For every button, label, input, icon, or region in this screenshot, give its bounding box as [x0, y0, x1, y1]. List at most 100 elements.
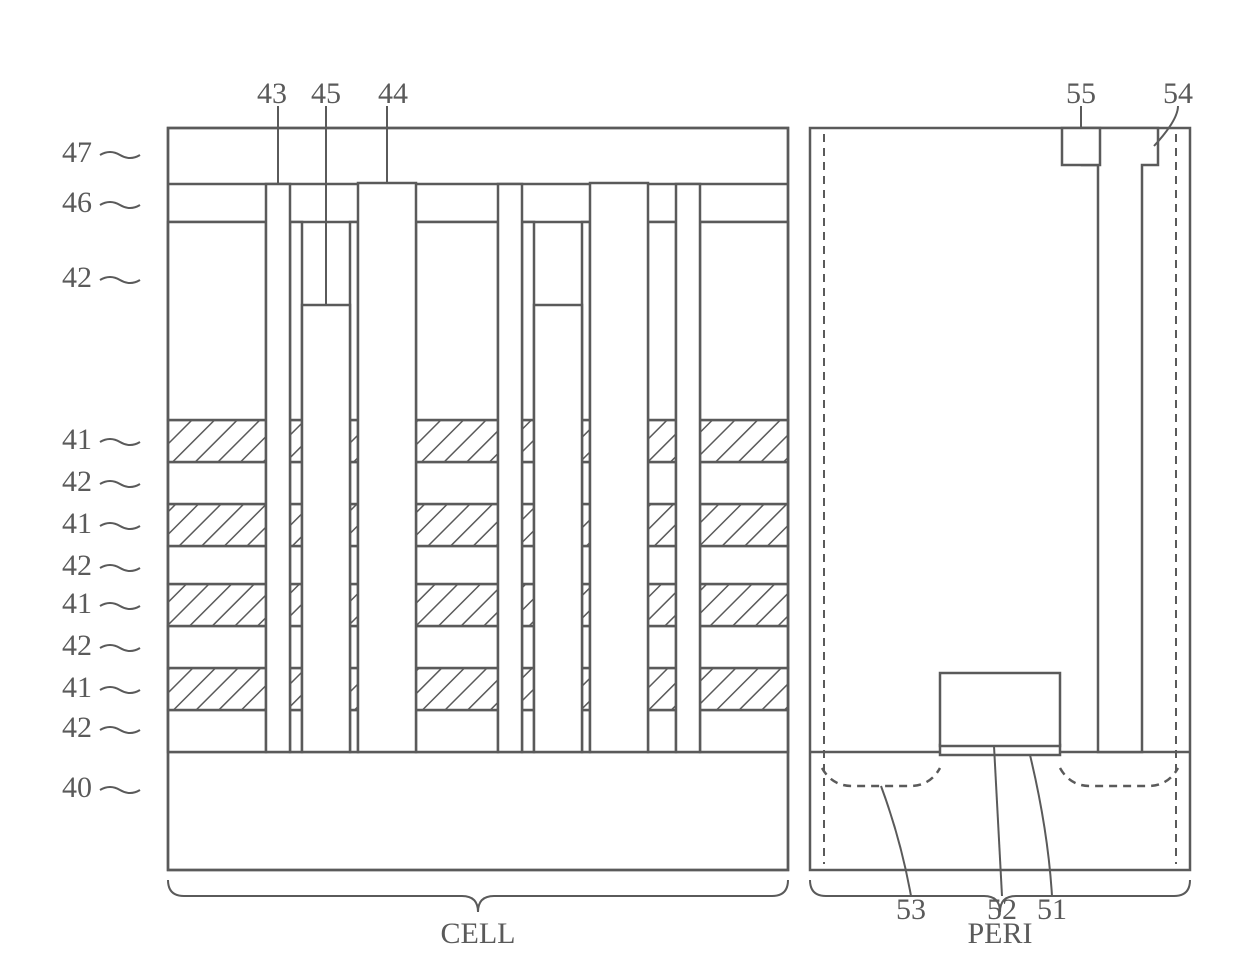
leader: [100, 727, 140, 733]
layer-41: [522, 420, 534, 462]
layer-42: [416, 462, 498, 504]
layer-42: [416, 710, 498, 752]
layer-42top: [522, 222, 534, 420]
label-42: 42: [62, 711, 92, 744]
leader: [100, 687, 140, 693]
layer-41: [290, 584, 302, 626]
layer-42: [700, 462, 788, 504]
layer-42: [648, 546, 676, 584]
layer-41: [290, 668, 302, 710]
label-46: 46: [62, 186, 92, 219]
leader: [100, 565, 140, 571]
label-51: 51: [1037, 893, 1067, 926]
layer-42: [168, 546, 266, 584]
layer-42: [648, 710, 676, 752]
gate-52: [940, 673, 1060, 746]
layer-41: [648, 668, 676, 710]
layer-41: [522, 668, 534, 710]
layer-41: [700, 584, 788, 626]
layer-42top: [648, 222, 676, 420]
pillar-44: [590, 183, 648, 752]
layer-41: [290, 504, 302, 546]
layer-42top: [290, 222, 302, 420]
layer-41: [168, 584, 266, 626]
label-40: 40: [62, 771, 92, 804]
label-53: 53: [896, 893, 926, 926]
layer-42top: [700, 222, 788, 420]
layer-42: [522, 462, 534, 504]
layer-41: [522, 584, 534, 626]
layer-41: [290, 420, 302, 462]
pillar-44: [358, 183, 416, 752]
layer-41: [416, 504, 498, 546]
pillar-43: [498, 184, 522, 752]
via-55: [1062, 128, 1100, 165]
label-44: 44: [378, 77, 408, 110]
label-45: 45: [311, 77, 341, 110]
leader: [100, 481, 140, 487]
layer-42: [168, 462, 266, 504]
layer-42top: [168, 222, 266, 420]
layer-42: [522, 626, 534, 668]
label-54: 54: [1163, 77, 1193, 110]
layer-41: [416, 420, 498, 462]
junction-53: [822, 768, 940, 786]
label-42: 42: [62, 465, 92, 498]
label-47: 47: [62, 136, 92, 169]
leader: [100, 152, 140, 158]
layer-41: [648, 504, 676, 546]
layer-41: [648, 420, 676, 462]
layer-42: [168, 710, 266, 752]
label-41: 41: [62, 671, 92, 704]
layer-41: [168, 668, 266, 710]
leader: [100, 523, 140, 529]
label-43: 43: [257, 77, 287, 110]
label-42: 42: [62, 261, 92, 294]
layer-41: [168, 504, 266, 546]
pillar-45: [534, 305, 582, 752]
layer-42: [290, 710, 302, 752]
plug-54: [1082, 128, 1158, 752]
layer-42: [290, 546, 302, 584]
leader: [100, 645, 140, 651]
layer-42: [416, 626, 498, 668]
cross-section-figure: 4746424142414241424142404345445554535251…: [0, 0, 1240, 971]
label-41: 41: [62, 587, 92, 620]
layer-42: [522, 546, 534, 584]
label-41: 41: [62, 423, 92, 456]
layer-41: [416, 668, 498, 710]
layer-42: [168, 626, 266, 668]
leader: [100, 603, 140, 609]
leader: [100, 439, 140, 445]
leader: [100, 277, 140, 283]
pillar-43: [676, 184, 700, 752]
layer-41: [648, 584, 676, 626]
layer-42: [700, 546, 788, 584]
pillar-45: [302, 305, 350, 752]
label-42: 42: [62, 549, 92, 582]
layer-41: [700, 668, 788, 710]
layer-42: [522, 710, 534, 752]
label-41: 41: [62, 507, 92, 540]
layer-42: [700, 710, 788, 752]
junction-53: [1060, 768, 1178, 786]
leader: [100, 787, 140, 793]
label-42: 42: [62, 629, 92, 662]
leader: [100, 202, 140, 208]
layer-42: [290, 626, 302, 668]
label-55: 55: [1066, 77, 1096, 110]
peri-label: PERI: [967, 917, 1032, 950]
layer-41: [700, 420, 788, 462]
layer-41: [168, 420, 266, 462]
layer-41: [700, 504, 788, 546]
layer-42: [648, 626, 676, 668]
layer-41: [522, 504, 534, 546]
layer-42: [290, 462, 302, 504]
layer-41: [416, 584, 498, 626]
layer-42top: [416, 222, 498, 420]
layer-42: [648, 462, 676, 504]
pillar-43: [266, 184, 290, 752]
cell-label: CELL: [441, 917, 516, 950]
layer-42: [416, 546, 498, 584]
cell-brace: [168, 880, 788, 912]
